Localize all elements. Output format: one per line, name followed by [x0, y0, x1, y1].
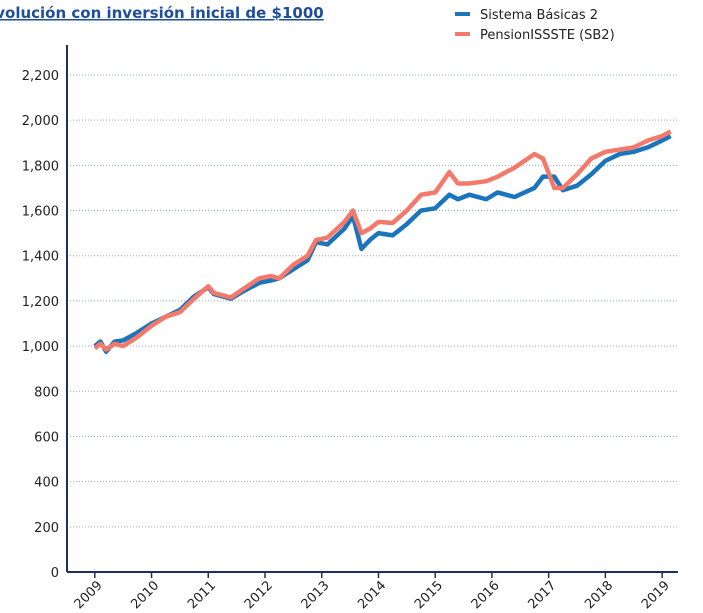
legend-label: PensionISSSTE (SB2)	[480, 28, 615, 43]
y-tick-label: 600	[34, 430, 59, 445]
x-tick-label: 2019	[639, 578, 673, 612]
y-tick-label: 200	[34, 521, 59, 536]
x-tick-label: 2018	[582, 578, 616, 612]
x-tick-label: 2017	[525, 578, 559, 612]
x-tick-label: 2012	[242, 578, 276, 612]
y-tick-label: 2,000	[22, 114, 59, 129]
series-line	[93, 129, 672, 352]
y-tick-label: 0	[51, 566, 59, 581]
legend-label: Sistema Básicas 2	[480, 8, 598, 23]
x-tick-label: 2009	[72, 578, 106, 612]
x-tick-label: 2010	[128, 578, 162, 612]
x-tick-label: 2016	[469, 578, 503, 612]
y-tick-label: 1,800	[22, 159, 59, 174]
y-tick-label: 1,400	[22, 250, 59, 265]
x-tick-label: 2013	[299, 578, 333, 612]
chart-title: Evolución con inversión inicial de $1000	[0, 4, 324, 22]
x-tick-label: 2011	[185, 578, 219, 612]
x-tick-label: 2014	[355, 578, 389, 612]
y-tick-label: 400	[34, 476, 59, 491]
y-tick-label: 800	[34, 385, 59, 400]
y-tick-label: 2,200	[22, 69, 59, 84]
y-tick-label: 1,000	[22, 340, 59, 355]
x-tick-label: 2015	[412, 578, 446, 612]
y-tick-label: 1,200	[22, 295, 59, 310]
y-tick-label: 1,600	[22, 205, 59, 220]
